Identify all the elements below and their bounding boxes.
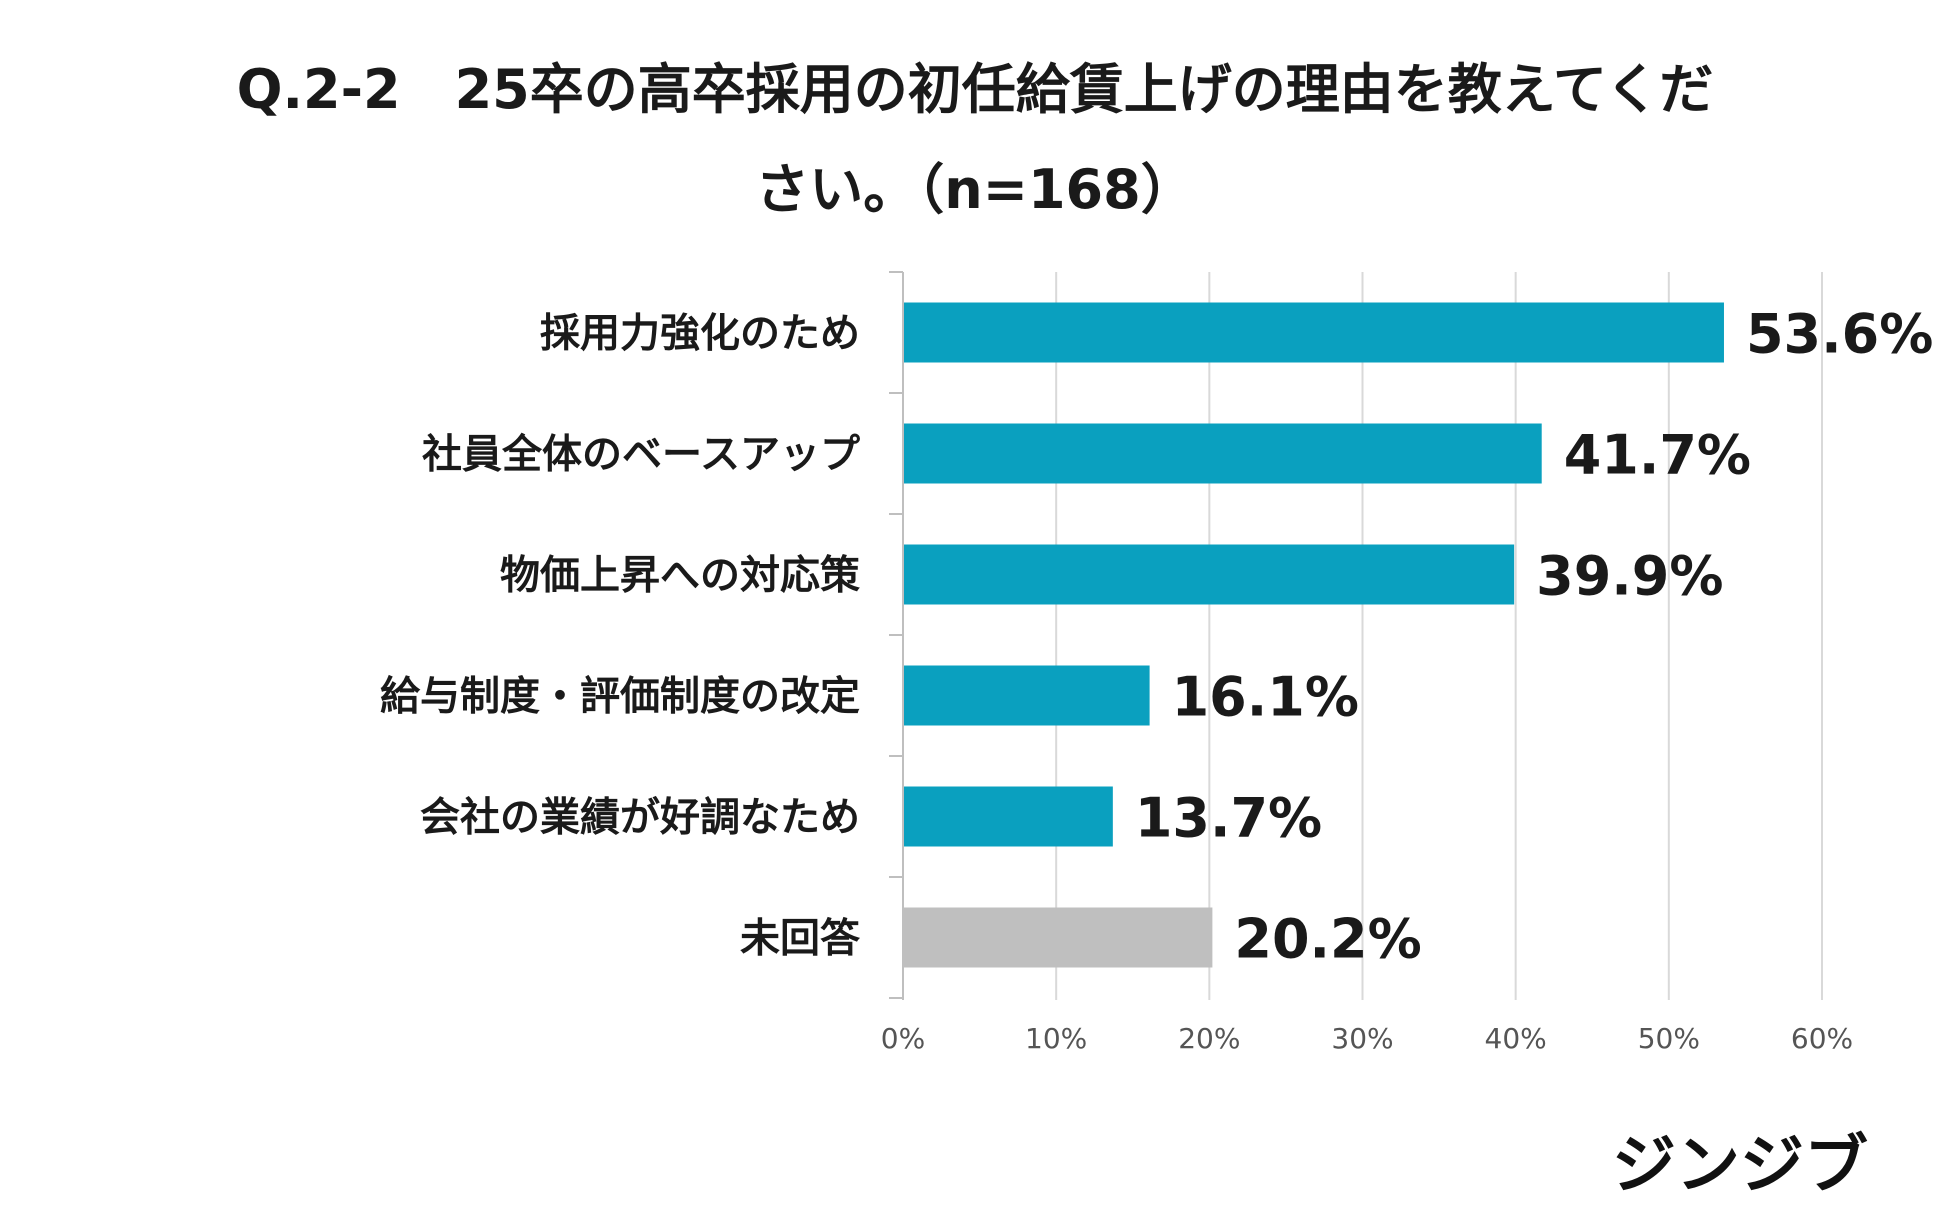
data-label: 20.2% [1234, 908, 1421, 971]
x-tick-label: 20% [1178, 1022, 1240, 1055]
data-label: 13.7% [1135, 787, 1322, 850]
data-label: 41.7% [1564, 424, 1751, 487]
gridlines [1055, 272, 1823, 1000]
category-label: 未回答 [740, 916, 861, 962]
x-tick-label: 50% [1638, 1022, 1700, 1055]
bar [904, 786, 1113, 847]
x-tick-label: 30% [1331, 1022, 1393, 1055]
labels: 0% 10% 20% 30% 40% 50% 60% 採用力強化のため 53.6% 社員全体のベー… [380, 303, 1933, 1056]
brand-logo-text: ジンジブ [1612, 1129, 1868, 1203]
bar [904, 665, 1150, 726]
x-tick-label: 60% [1791, 1022, 1853, 1055]
chart-title-line-2: さい。（n=168） [755, 158, 1195, 221]
category-label: 給与制度・評価制度の改定 [380, 674, 860, 720]
chart-title: Q.2-2 25卒の高卒採用の初任給賃上げの理由を教えてくだ さい。（n=168… [0, 40, 1950, 240]
category-label: 物価上昇への対応策 [500, 553, 860, 599]
data-label: 39.9% [1536, 545, 1723, 608]
bar [904, 302, 1724, 363]
x-tick-label: 40% [1485, 1022, 1547, 1055]
axes [889, 271, 904, 1000]
data-label: 53.6% [1746, 303, 1933, 366]
bar [904, 423, 1542, 484]
x-tick-label: 0% [881, 1022, 925, 1055]
bars [904, 302, 1724, 968]
jinjibu-logo: ジンジブ [1612, 1129, 1868, 1203]
bar [904, 544, 1515, 605]
chart-title-line-1: Q.2-2 25卒の高卒採用の初任給賃上げの理由を教えてくだ [236, 58, 1714, 121]
data-label: 16.1% [1172, 666, 1359, 729]
category-label: 会社の業績が好調なため [420, 795, 860, 841]
x-tick-label: 10% [1025, 1022, 1087, 1055]
bar [904, 907, 1213, 968]
category-label: 採用力強化のため [540, 311, 860, 357]
category-label: 社員全体のベースアップ [422, 432, 860, 478]
